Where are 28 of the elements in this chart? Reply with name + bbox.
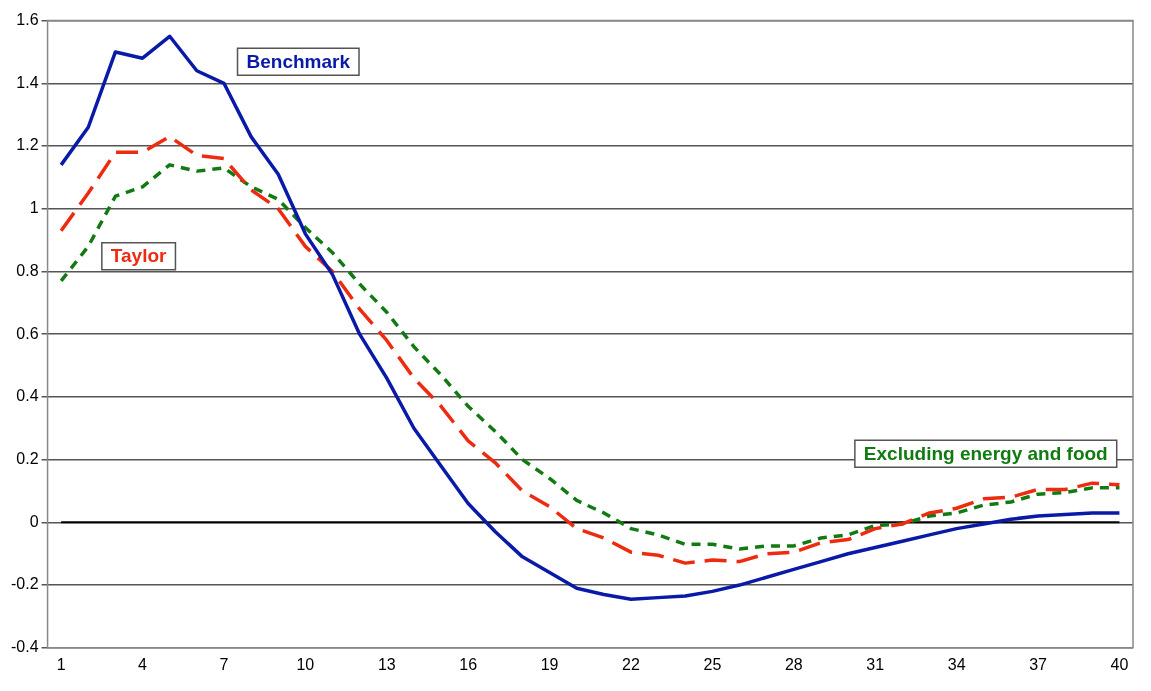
y-tick-label: 0.8 bbox=[16, 261, 39, 279]
y-tick-label: 0.4 bbox=[16, 387, 39, 405]
y-tick-label: 0 bbox=[29, 512, 39, 530]
x-tick-label: 25 bbox=[703, 655, 722, 673]
x-tick-label: 19 bbox=[540, 655, 559, 673]
x-tick-label: 4 bbox=[138, 655, 148, 673]
y-tick-label: 0.2 bbox=[16, 450, 39, 468]
x-tick-label: 31 bbox=[866, 655, 885, 673]
y-tick-label: 1.4 bbox=[16, 73, 39, 91]
series-label: Benchmark bbox=[246, 50, 351, 72]
y-tick-label: 0.6 bbox=[16, 324, 39, 342]
x-tick-label: 28 bbox=[784, 655, 803, 673]
x-tick-label: 13 bbox=[377, 655, 396, 673]
x-tick-label: 40 bbox=[1110, 655, 1129, 673]
y-tick-label: -0.4 bbox=[10, 638, 39, 656]
x-tick-label: 10 bbox=[296, 655, 315, 673]
x-tick-label: 16 bbox=[459, 655, 478, 673]
text: Taylor bbox=[110, 245, 168, 267]
x-tick-label: 22 bbox=[622, 655, 640, 673]
y-tick-label: 1 bbox=[29, 199, 39, 217]
y-tick-label: 1.2 bbox=[16, 136, 39, 154]
series-label: Excluding energy and food bbox=[863, 442, 1108, 464]
x-tick-label: 37 bbox=[1029, 655, 1048, 673]
x-tick-label: 7 bbox=[219, 655, 229, 673]
y-tick-label: -0.2 bbox=[10, 575, 39, 593]
x-tick-label: 1 bbox=[56, 655, 66, 673]
y-tick-label: 1.6 bbox=[16, 11, 39, 29]
x-tick-label: 34 bbox=[947, 655, 966, 673]
